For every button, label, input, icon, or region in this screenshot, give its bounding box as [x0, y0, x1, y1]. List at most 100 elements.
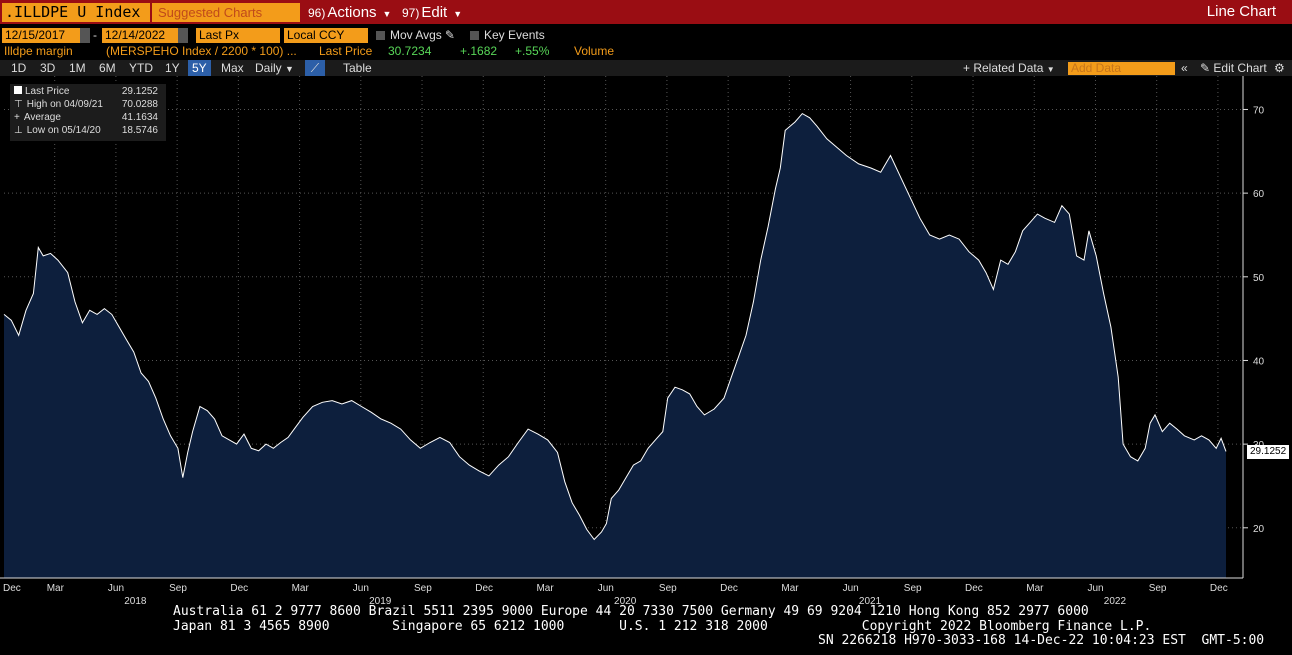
y-tick-label: 60 [1253, 189, 1265, 200]
x-tick-label: Jun [1087, 583, 1103, 594]
period-1y[interactable]: 1Y [165, 61, 180, 75]
edit-label: Edit [421, 4, 448, 21]
edit-menu[interactable]: 97) Edit ▼ [402, 3, 462, 22]
x-tick-label: Mar [536, 583, 554, 594]
chevron-down-icon: ▼ [285, 64, 294, 74]
add-data-input[interactable]: Add Data [1068, 62, 1175, 75]
pencil-icon: ✎ [444, 28, 455, 42]
period-max[interactable]: Max [221, 61, 244, 75]
series-formula: (MERSPEHO Index / 2200 * 100) ... [106, 44, 297, 58]
gear-icon[interactable]: ⚙ [1274, 61, 1285, 75]
legend-value: 41.1634 [121, 112, 158, 123]
x-tick-label: Sep [414, 583, 432, 594]
x-tick-label: Dec [475, 583, 493, 594]
y-tick-label: 50 [1253, 273, 1265, 284]
x-tick-label: Dec [1210, 583, 1228, 594]
year-label: 2018 [124, 596, 147, 607]
related-data-label: + Related Data [963, 61, 1044, 75]
x-tick-label: Sep [169, 583, 187, 594]
currency-select[interactable]: Local CCY [284, 28, 368, 43]
x-tick-label: Jun [353, 583, 369, 594]
collapse-icon[interactable]: « [1181, 61, 1188, 75]
related-data-menu[interactable]: + Related Data ▼ [963, 60, 1055, 76]
x-tick-label: Dec [3, 583, 21, 594]
checkbox-icon [470, 31, 479, 41]
edit-shortcut: 97) [402, 6, 420, 20]
actions-menu[interactable]: 96) Actions ▼ [308, 3, 391, 22]
x-tick-label: Mar [47, 583, 65, 594]
end-date-field[interactable]: 12/14/2022 [102, 28, 178, 43]
period-ytd[interactable]: YTD [129, 61, 153, 75]
pencil-icon: ✎ [1200, 61, 1211, 75]
price-area [4, 113, 1226, 578]
year-label: 2020 [614, 596, 637, 607]
footer-contacts-1: Australia 61 2 9777 8600 Brazil 5511 239… [173, 604, 1089, 619]
period-5y[interactable]: 5Y [188, 60, 211, 76]
legend-label: Average [23, 112, 61, 123]
legend-low: ⊥ Low on 05/14/20 18.5746 [14, 124, 162, 137]
frequency-select[interactable]: Daily ▼ [255, 60, 294, 76]
calendar-icon[interactable] [178, 28, 188, 43]
price-line [3, 112, 1227, 541]
key-events-toggle[interactable]: Key Events [470, 28, 545, 43]
x-tick-label: Mar [1026, 583, 1044, 594]
price-field-select[interactable]: Last Px [196, 28, 280, 43]
view-title: Line Chart [1206, 3, 1276, 20]
footer-contacts-2: Japan 81 3 4565 8900 Singapore 65 6212 1… [173, 619, 1152, 634]
year-label: 2022 [1104, 596, 1127, 607]
y-tick-label: 70 [1253, 105, 1265, 116]
period-3d[interactable]: 3D [40, 61, 56, 75]
price-change: +.1682 [460, 44, 498, 58]
last-price-label: Last Price [319, 44, 373, 58]
table-button[interactable]: Table [343, 61, 372, 75]
chevron-down-icon: ▼ [1046, 65, 1055, 74]
checkbox-icon [376, 31, 385, 41]
year-label: 2019 [369, 596, 392, 607]
y-tick-label: 40 [1253, 356, 1265, 367]
suggested-charts-label: Suggested Charts [158, 5, 263, 20]
year-label: 2021 [859, 596, 882, 607]
footer-session: SN 2266218 H970-3033-168 14-Dec-22 10:04… [818, 633, 1265, 648]
actions-shortcut: 96) [308, 6, 326, 20]
legend-value: 18.5746 [121, 125, 158, 136]
period-1m[interactable]: 1M [69, 61, 86, 75]
calendar-icon[interactable] [80, 28, 90, 43]
line-chart-icon[interactable]: ⟋ [305, 60, 325, 76]
square-icon [14, 86, 22, 94]
frequency-label: Daily [255, 61, 282, 75]
last-value-tag: 29.1252 [1247, 445, 1290, 459]
key-events-label: Key Events [484, 28, 545, 42]
x-tick-label: Mar [292, 583, 310, 594]
chevron-down-icon: ▼ [382, 9, 392, 19]
average-marker-icon: + [14, 112, 20, 123]
period-6m[interactable]: 6M [99, 61, 116, 75]
ticker-field[interactable]: .ILLDPE U Index [2, 3, 150, 22]
y-tick-label: 20 [1253, 524, 1265, 535]
start-date-field[interactable]: 12/15/2017 [2, 28, 80, 43]
x-tick-label: Jun [598, 583, 614, 594]
high-marker-icon: ⊤ [14, 99, 23, 110]
period-1d[interactable]: 1D [11, 61, 27, 75]
legend-value: 70.0288 [121, 99, 158, 110]
legend-high: ⊤ High on 04/09/21 70.0288 [14, 98, 162, 111]
date-separator: - [93, 28, 97, 42]
chevron-down-icon: ▼ [453, 9, 463, 19]
x-tick-label: Sep [1149, 583, 1167, 594]
legend-average: + Average 41.1634 [14, 111, 162, 124]
last-price-value: 30.7234 [388, 44, 432, 58]
edit-chart-label: Edit Chart [1213, 61, 1267, 75]
mov-avgs-toggle[interactable]: Mov Avgs ✎ [376, 28, 455, 43]
price-chart: 203040506070DecMarJunSepDecMarJunSepDecM… [0, 76, 1265, 607]
actions-label: Actions [327, 4, 377, 21]
x-tick-label: Mar [781, 583, 799, 594]
legend-label: Last Price [25, 86, 70, 97]
chart-legend: Last Price 29.1252 ⊤ High on 04/09/21 70.02… [10, 84, 166, 141]
edit-chart-button[interactable]: ✎ Edit Chart [1200, 60, 1267, 76]
x-tick-label: Jun [108, 583, 124, 594]
legend-last-price: Last Price 29.1252 [14, 85, 162, 98]
x-tick-label: Sep [904, 583, 922, 594]
suggested-charts-button[interactable]: Suggested Charts [152, 3, 300, 22]
x-tick-label: Dec [230, 583, 248, 594]
legend-value: 29.1252 [121, 86, 158, 97]
mov-avgs-label: Mov Avgs [390, 28, 442, 42]
